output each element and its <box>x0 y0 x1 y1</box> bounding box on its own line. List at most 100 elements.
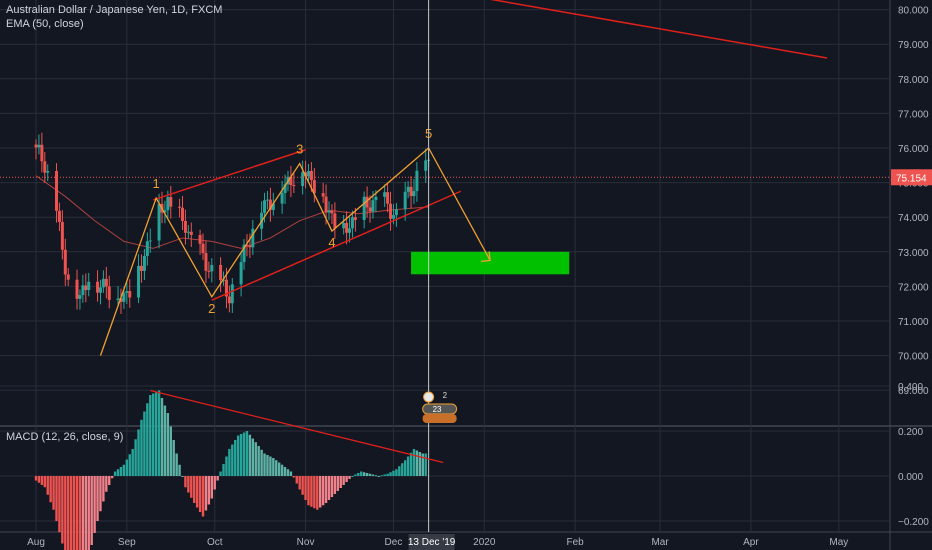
candle-body <box>137 265 141 298</box>
candle-body <box>210 264 214 272</box>
macd-legend: MACD (12, 26, close, 9) <box>6 431 124 443</box>
elliott-wave-path <box>99 147 430 356</box>
candle-body <box>78 295 82 299</box>
candle-body <box>368 207 372 212</box>
wave-label-2: 2 <box>208 301 215 316</box>
macd-bar <box>84 476 88 550</box>
candle-body <box>289 176 293 186</box>
macd-bar <box>67 476 70 550</box>
candle-body <box>119 298 123 302</box>
macd-bar <box>52 476 55 510</box>
macd-bar <box>383 474 386 476</box>
candle-body <box>383 192 387 197</box>
macd-bar <box>283 467 287 476</box>
candle-body <box>391 215 395 219</box>
macd-bar <box>304 476 307 500</box>
macd-bar <box>377 476 381 477</box>
macd-bar <box>339 476 342 488</box>
macd-bar <box>319 476 322 508</box>
candle-body <box>204 253 208 271</box>
candle-body <box>345 222 349 233</box>
macd-bar <box>131 449 134 476</box>
macd-bar <box>134 439 137 476</box>
macd-bar <box>195 476 199 508</box>
macd-bar <box>327 476 331 500</box>
macd-bar <box>360 471 363 476</box>
time-tick-label: Feb <box>567 537 585 548</box>
macd-bar <box>313 476 316 509</box>
macd-bar <box>113 471 117 476</box>
candle-body <box>371 200 375 212</box>
time-tick-label: Apr <box>743 537 759 548</box>
macd-bar <box>415 450 419 476</box>
candle-body <box>280 192 284 204</box>
macd-bar <box>99 476 102 512</box>
candle-body <box>245 244 249 246</box>
macd-bar <box>169 426 172 476</box>
macd-bar <box>222 464 225 476</box>
candle-body <box>219 264 223 281</box>
candle-body <box>394 209 398 216</box>
macd-bar <box>286 469 290 476</box>
macd-bar <box>87 476 90 550</box>
macd-bar <box>119 467 123 476</box>
macd-bar <box>277 462 281 476</box>
candle-body <box>403 191 407 210</box>
candle-body <box>166 197 170 211</box>
candle-body <box>84 285 88 291</box>
candle-body <box>304 172 308 177</box>
candle-body <box>283 184 287 193</box>
candle-body <box>148 240 152 242</box>
price-tick-label: 79.000 <box>898 40 929 51</box>
candle-body <box>201 243 205 254</box>
candle-body <box>327 210 331 213</box>
candle-body <box>301 172 305 187</box>
macd-bar <box>345 476 348 482</box>
candle-body <box>271 203 275 210</box>
candle-body <box>181 207 184 221</box>
macd-bar <box>298 476 301 490</box>
macd-bar <box>190 476 193 498</box>
macd-bar <box>61 476 64 544</box>
event-badge-count: 2 <box>443 391 448 400</box>
macd-bar <box>263 453 266 476</box>
candle-body <box>248 245 252 248</box>
macd-tick-label: 0.200 <box>898 427 923 438</box>
candle-body <box>37 144 41 148</box>
macd-bar <box>69 476 73 550</box>
time-tick-label: Aug <box>27 537 45 548</box>
macd-bar <box>234 440 237 476</box>
macd-bar <box>140 419 143 476</box>
time-tick-label: Dec <box>385 537 403 548</box>
candle-body <box>186 231 190 233</box>
price-tick-label: 69.000 <box>898 386 929 397</box>
candle-body <box>362 196 366 220</box>
candle-body <box>122 292 126 302</box>
candle-body <box>251 228 255 248</box>
macd-bar <box>236 435 240 476</box>
macd-bar <box>242 432 246 476</box>
macd-bar <box>395 469 398 476</box>
candle-body <box>157 203 161 241</box>
macd-bar <box>248 434 252 476</box>
macd-bar <box>152 393 155 476</box>
candle-body <box>330 210 334 214</box>
candle-body <box>207 270 211 272</box>
macd-bar <box>102 476 105 502</box>
macd-bar <box>421 453 424 476</box>
price-tick-label: 73.000 <box>898 248 929 259</box>
candle-body <box>169 197 173 207</box>
macd-bar <box>418 452 422 476</box>
macd-bar <box>122 464 126 476</box>
candle-body <box>415 170 419 192</box>
trend-line <box>490 0 828 59</box>
macd-bar <box>178 464 181 476</box>
macd-bar <box>245 431 249 476</box>
macd-bar <box>401 463 404 476</box>
macd-bar <box>336 476 339 491</box>
candle-body <box>142 256 146 271</box>
macd-bar <box>193 476 196 503</box>
macd-bar <box>239 434 243 476</box>
candle-body <box>389 203 393 219</box>
